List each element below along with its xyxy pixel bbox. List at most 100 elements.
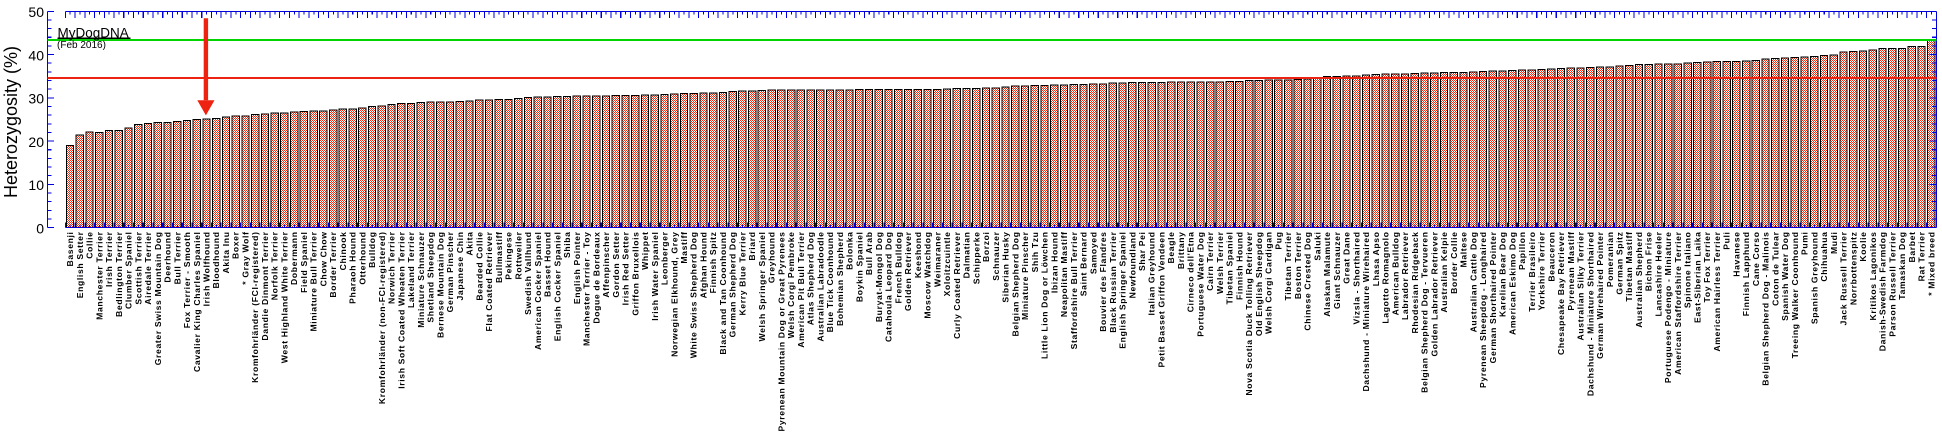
svg-text:American Cocker Spaniel: American Cocker Spaniel: [533, 231, 543, 350]
svg-text:Scottish Terrier: Scottish Terrier: [133, 231, 143, 304]
svg-text:Bichon Frise: Bichon Frise: [1644, 231, 1654, 291]
svg-text:Miniature Bull Terrier: Miniature Bull Terrier: [309, 231, 319, 331]
svg-text:Belgian Shepherd Dog - Malinoi: Belgian Shepherd Dog - Malinois: [1761, 231, 1771, 385]
svg-text:Lhasa Apso: Lhasa Apso: [1371, 231, 1381, 286]
svg-text:Chesapeake Bay Retriever: Chesapeake Bay Retriever: [1556, 231, 1566, 355]
svg-text:Papillon: Papillon: [1517, 231, 1527, 270]
svg-text:Boxer: Boxer: [231, 231, 241, 259]
svg-text:Kritikos Lagonikos: Kritikos Lagonikos: [1868, 231, 1878, 320]
svg-text:Lagotto Romagnolo: Lagotto Romagnolo: [1381, 231, 1391, 323]
svg-text:Australian Labradoodle: Australian Labradoodle: [815, 231, 825, 341]
svg-text:Pumi: Pumi: [1800, 231, 1810, 255]
svg-text:Affenpinscher: Affenpinscher: [601, 231, 611, 297]
svg-text:Pekingese: Pekingese: [504, 231, 514, 279]
svg-text:Chow Chow: Chow Chow: [318, 231, 328, 286]
svg-text:Swedish Vallhund: Swedish Vallhund: [523, 231, 533, 314]
svg-text:West Highland White Terrier: West Highland White Terrier: [279, 231, 289, 363]
svg-text:Siberian Husky: Siberian Husky: [1001, 231, 1011, 302]
svg-text:Lakeland Terrier: Lakeland Terrier: [406, 231, 416, 308]
svg-text:Irish Terrier: Irish Terrier: [104, 231, 114, 287]
svg-text:Karelian Bear Dog: Karelian Bear Dog: [1498, 231, 1508, 317]
svg-text:Border Collie: Border Collie: [1449, 231, 1459, 293]
svg-text:Atlas Shepherd Dog: Atlas Shepherd Dog: [806, 231, 816, 325]
svg-text:Toy Fox Terrier: Toy Fox Terrier: [1702, 231, 1712, 302]
svg-text:Danish-Swedish Farmdog: Danish-Swedish Farmdog: [1878, 231, 1888, 351]
svg-text:10: 10: [28, 177, 44, 193]
svg-text:Petit Basset Griffon Vendeen: Petit Basset Griffon Vendeen: [1156, 231, 1166, 367]
svg-text:Beagle: Beagle: [1166, 231, 1176, 263]
svg-text:German Shorthaired Pointer: German Shorthaired Pointer: [1488, 231, 1498, 363]
svg-text:Chihuahua: Chihuahua: [1819, 231, 1829, 281]
svg-text:Havanese: Havanese: [1731, 231, 1741, 276]
svg-text:Afghan Hound: Afghan Hound: [698, 231, 708, 298]
svg-text:Boykin Spaniel: Boykin Spaniel: [854, 231, 864, 302]
svg-text:Fox Terrier - Smooth: Fox Terrier - Smooth: [182, 231, 192, 328]
svg-text:Norwegian Elkhound, Grey: Norwegian Elkhound, Grey: [669, 231, 679, 356]
svg-text:Dogue de Bordeaux: Dogue de Bordeaux: [591, 231, 601, 323]
svg-text:Norrbottenspitz: Norrbottenspitz: [1848, 231, 1858, 305]
svg-text:Bolonka: Bolonka: [845, 231, 855, 269]
svg-text:Boston Terrier: Boston Terrier: [1293, 231, 1303, 299]
svg-text:0: 0: [36, 220, 44, 236]
svg-text:Leonberger: Leonberger: [660, 231, 670, 285]
svg-text:Chinese Crested Dog: Chinese Crested Dog: [1303, 231, 1313, 330]
svg-text:Australian Silky Terrier: Australian Silky Terrier: [1576, 231, 1586, 340]
svg-text:Pyrenean Mastiff: Pyrenean Mastiff: [1566, 231, 1576, 310]
svg-text:Schnauzer: Schnauzer: [991, 231, 1001, 280]
svg-text:Koolie: Koolie: [1858, 231, 1868, 261]
svg-text:Japanese Chin: Japanese Chin: [455, 231, 465, 300]
svg-text:Bullmastiff: Bullmastiff: [494, 231, 504, 283]
svg-text:Samoyed: Samoyed: [1088, 231, 1098, 274]
svg-text:Schipperke: Schipperke: [971, 231, 981, 284]
svg-text:Newfoundland: Newfoundland: [1127, 231, 1137, 298]
svg-text:Welsh Terrier: Welsh Terrier: [1215, 231, 1225, 294]
svg-text:MyDogDNA: MyDogDNA: [58, 25, 129, 40]
svg-text:East-Siberian Laika: East-Siberian Laika: [1692, 231, 1702, 323]
svg-text:Clumber Spaniel: Clumber Spaniel: [124, 231, 134, 309]
svg-text:Barbet: Barbet: [1907, 231, 1917, 262]
svg-text:Shetland Sheepdog: Shetland Sheepdog: [426, 231, 436, 322]
svg-text:Bearded Collie: Bearded Collie: [474, 231, 484, 300]
svg-text:Collie: Collie: [85, 231, 95, 258]
svg-text:Cavalier King Charles Spaniel: Cavalier King Charles Spaniel: [192, 231, 202, 372]
svg-text:Deerhound: Deerhound: [163, 231, 173, 282]
svg-text:Rat Terrier: Rat Terrier: [1917, 231, 1927, 281]
svg-text:White Swiss Shepherd Dog: White Swiss Shepherd Dog: [689, 231, 699, 358]
svg-text:English Pointer: English Pointer: [572, 231, 582, 304]
svg-text:Terrier Brasileiro: Terrier Brasileiro: [1527, 231, 1537, 311]
svg-text:Pomeranian: Pomeranian: [1605, 231, 1615, 287]
svg-text:Old English Sheepdog: Old English Sheepdog: [1254, 231, 1264, 336]
svg-text:Pyrenean Mountain Dog or Great: Pyrenean Mountain Dog or Great Pyrenees: [776, 231, 786, 431]
svg-text:Tibetan Terrier: Tibetan Terrier: [1283, 231, 1293, 300]
svg-text:Finnish Lapphund: Finnish Lapphund: [1741, 231, 1751, 316]
svg-text:20: 20: [28, 134, 44, 150]
svg-text:American Bulldog: American Bulldog: [1390, 231, 1400, 315]
svg-text:French Bulldog: French Bulldog: [893, 231, 903, 303]
svg-text:Coton de Tulear: Coton de Tulear: [1770, 231, 1780, 306]
svg-text:Great Dane: Great Dane: [1342, 231, 1352, 283]
svg-text:German Spitz: German Spitz: [1614, 231, 1624, 294]
svg-text:Bouvier des Flandres: Bouvier des Flandres: [1098, 231, 1108, 331]
svg-text:Otterhound: Otterhound: [357, 231, 367, 284]
svg-text:Kromfohrländer (FCI-registered: Kromfohrländer (FCI-registered): [250, 231, 260, 382]
svg-text:Borzoi: Borzoi: [981, 231, 991, 262]
svg-text:Black Russian Terrier: Black Russian Terrier: [1108, 231, 1118, 332]
svg-text:English Cocker Spaniel: English Cocker Spaniel: [552, 231, 562, 341]
svg-text:* Gray Wolf: * Gray Wolf: [240, 231, 250, 284]
svg-text:Whippet: Whippet: [640, 231, 650, 269]
svg-text:Cirneco dell'Etna: Cirneco dell'Etna: [1186, 231, 1196, 312]
svg-text:Akita: Akita: [465, 231, 475, 255]
svg-text:Portuguese Water Dog: Portuguese Water Dog: [1195, 231, 1205, 336]
svg-text:Shih Tzu: Shih Tzu: [1030, 231, 1040, 272]
svg-text:Kromfohrländer (non-FCI-regist: Kromfohrländer (non-FCI-registered): [377, 231, 387, 404]
svg-text:Flat Coated Retriever: Flat Coated Retriever: [484, 231, 494, 331]
svg-text:Portuguese Podengo - Miniature: Portuguese Podengo - Miniature: [1663, 231, 1673, 383]
svg-text:Nova Scotia Duck Tolling Retri: Nova Scotia Duck Tolling Retriever: [1244, 231, 1254, 395]
svg-text:Bull Arab: Bull Arab: [864, 231, 874, 275]
svg-text:Golden Labrador Retriever: Golden Labrador Retriever: [1429, 231, 1439, 356]
svg-text:Saint Bernard: Saint Bernard: [1079, 231, 1089, 296]
svg-text:Parson Russell Terrier: Parson Russell Terrier: [1887, 231, 1897, 336]
svg-text:40: 40: [28, 47, 44, 63]
svg-text:Ibizan Hound: Ibizan Hound: [1049, 231, 1059, 293]
svg-text:Welsh Corgi Cardigan: Welsh Corgi Cardigan: [1264, 231, 1274, 334]
